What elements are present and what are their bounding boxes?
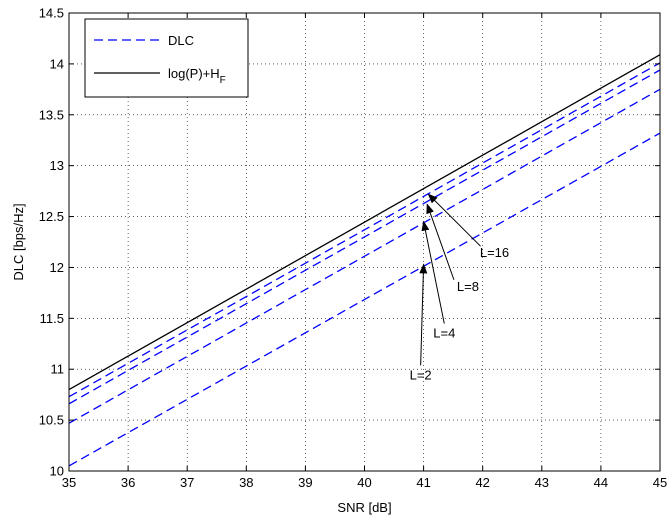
annotation-arrow <box>427 193 481 247</box>
y-axis-label: DLC [bps/Hz] <box>11 203 26 280</box>
y-tick-label: 10 <box>50 464 64 479</box>
annotation-label: L=16 <box>480 245 509 260</box>
y-tick-label: 14 <box>50 56 64 71</box>
x-tick-label: 38 <box>239 475 253 490</box>
annotation-arrow <box>421 220 445 324</box>
x-tick-label: 35 <box>62 475 76 490</box>
annotation-arrow <box>419 263 428 366</box>
legend-label-bound-main: log(P)+H <box>168 66 220 81</box>
series-line-bound <box>68 54 661 391</box>
legend-label-dlc: DLC <box>168 33 194 48</box>
legend-box <box>84 18 249 98</box>
y-tick-label: 12 <box>50 260 64 275</box>
y-tick-label: 11 <box>51 362 65 377</box>
annotation-label: L=4 <box>433 326 455 341</box>
x-tick-label: 39 <box>298 475 312 490</box>
series-lines <box>68 54 661 467</box>
x-tick-label: 40 <box>357 475 371 490</box>
y-tick-label: 13.5 <box>39 107 64 122</box>
y-tick-label: 11.5 <box>40 311 64 326</box>
series-line-l-4 <box>68 88 661 424</box>
annotation-arrow <box>426 203 455 280</box>
x-tick-label: 43 <box>535 475 549 490</box>
x-tick-label: 41 <box>416 475 430 490</box>
series-line-l-2 <box>68 132 661 467</box>
x-tick-label: 44 <box>594 475 608 490</box>
legend-label-bound: log(P)+HF <box>168 66 226 86</box>
y-tick-label: 12.5 <box>39 209 64 224</box>
y-tick-label: 13 <box>50 158 64 173</box>
annotation-label: L=8 <box>457 279 479 294</box>
x-tick-label: 37 <box>180 475 194 490</box>
y-tick-label: 10.5 <box>39 413 64 428</box>
x-axis-label: SNR [dB] <box>337 500 391 515</box>
x-tick-label: 42 <box>475 475 489 490</box>
annotation-label: L=2 <box>410 367 432 382</box>
legend: DLC log(P)+HF <box>84 18 249 98</box>
annotations: L=2 L=4 L=8 L=16 <box>410 193 509 382</box>
y-tick-label: 14.5 <box>39 6 64 21</box>
x-tick-label: 36 <box>121 475 135 490</box>
series-line-l-16 <box>68 62 661 398</box>
axis-ticks: 35 36 37 38 39 40 41 42 43 44 45 10 10.5 11 11.5 12 12.5… <box>39 6 668 491</box>
x-tick-label: 45 <box>653 475 667 490</box>
legend-label-bound-subscript: F <box>220 75 226 86</box>
series-line-l-8 <box>68 69 661 405</box>
